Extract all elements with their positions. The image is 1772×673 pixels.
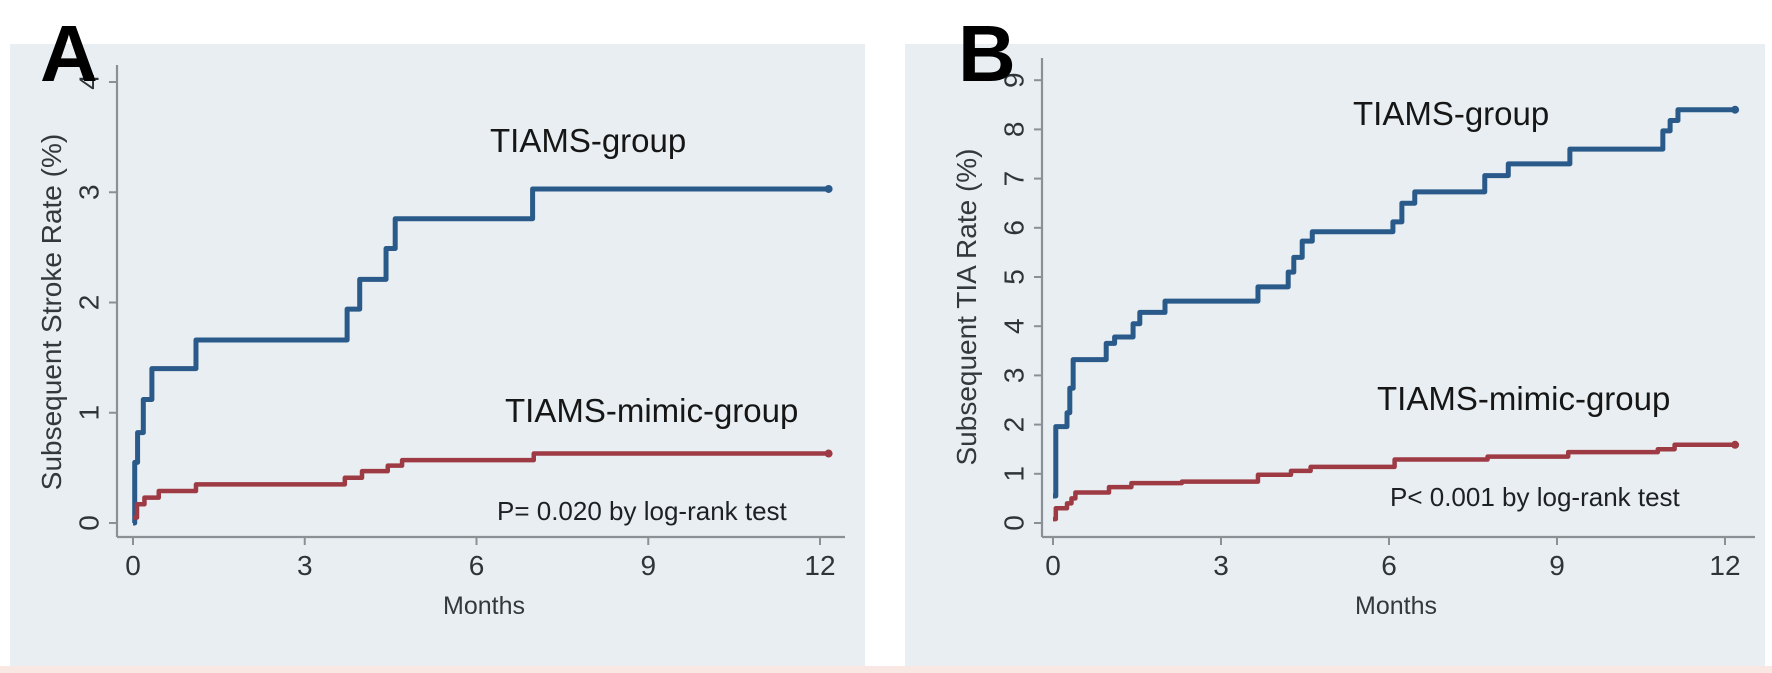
svg-text:6: 6 [1381,550,1397,581]
panel-b-p-value-text: P< 0.001 by log-rank test [1390,482,1680,512]
svg-text:3: 3 [73,184,104,200]
svg-text:5: 5 [998,269,1029,285]
panel-a-background [10,44,865,667]
panel-a-tiams-group-label: TIAMS-group [490,122,687,159]
svg-text:4: 4 [73,74,104,90]
svg-text:3: 3 [1213,550,1229,581]
svg-text:6: 6 [998,220,1029,236]
panel-a-letter: A [40,9,98,98]
svg-text:3: 3 [297,550,313,581]
svg-text:9: 9 [998,72,1029,88]
svg-text:0: 0 [125,550,141,581]
svg-text:2: 2 [998,417,1029,433]
panel-b-letter: B [958,9,1016,98]
svg-text:2: 2 [73,295,104,311]
svg-text:9: 9 [1549,550,1565,581]
svg-text:4: 4 [998,318,1029,334]
svg-text:7: 7 [998,171,1029,187]
panel-b-y-axis-title: Subsequent TIA Rate (%) [951,148,982,466]
svg-text:6: 6 [469,550,485,581]
svg-text:12: 12 [1709,550,1740,581]
svg-text:0: 0 [1045,550,1061,581]
panel-a-y-axis-title: Subsequent Stroke Rate (%) [36,133,67,491]
panel-a-x-axis-title: Months [443,592,525,620]
panel-a-tiams-mimic-group-label: TIAMS-mimic-group [505,392,799,429]
svg-text:1: 1 [998,466,1029,482]
panel-b-tiams-group-label: TIAMS-group [1353,95,1550,132]
svg-text:9: 9 [640,550,656,581]
svg-text:1: 1 [73,405,104,421]
svg-text:0: 0 [998,515,1029,531]
bottom-strip [0,666,1772,673]
svg-text:0: 0 [73,515,104,531]
panel-b-tiams-mimic-group-label: TIAMS-mimic-group [1377,380,1671,417]
svg-text:8: 8 [998,122,1029,138]
svg-text:12: 12 [804,550,835,581]
panel-b-x-axis-title: Months [1355,592,1437,620]
panel-a-p-value-text: P= 0.020 by log-rank test [497,496,787,526]
svg-text:3: 3 [998,368,1029,384]
